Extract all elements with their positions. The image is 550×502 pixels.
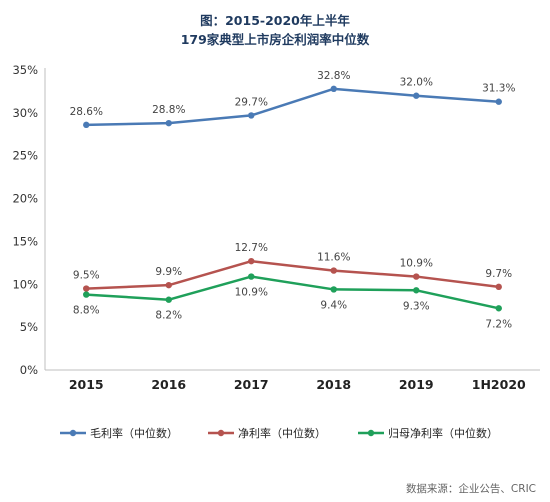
data-point — [330, 267, 337, 274]
y-tick-label: 0% — [20, 363, 38, 377]
legend: 毛利率（中位数） 净利率（中位数） 归母净利率（中位数） — [60, 426, 498, 440]
legend-label: 净利率（中位数） — [238, 426, 326, 440]
data-label: 28.8% — [152, 104, 185, 116]
y-tick-label: 20% — [12, 192, 38, 206]
data-label: 31.3% — [482, 83, 515, 95]
x-axis-ticks: 2015 2016 2017 2018 2019 1H2020 — [69, 377, 526, 392]
x-tick-label: 1H2020 — [472, 377, 526, 392]
legend-label: 归母净利率（中位数） — [388, 426, 498, 440]
data-point — [248, 257, 255, 265]
data-point — [83, 121, 90, 129]
legend-swatch-marker — [69, 429, 77, 437]
chart-title: 图：2015-2020年上半年 — [200, 13, 350, 28]
x-tick-label: 2016 — [151, 377, 186, 392]
data-label: 29.7% — [235, 96, 268, 108]
y-tick-label: 30% — [12, 106, 38, 120]
data-point — [165, 119, 172, 127]
data-label: 32.8% — [317, 70, 350, 82]
data-point — [165, 296, 172, 303]
y-tick-label: 15% — [12, 234, 38, 248]
data-label: 9.4% — [320, 299, 347, 311]
y-tick-label: 10% — [12, 277, 38, 291]
data-label: 7.2% — [485, 318, 512, 330]
data-point — [413, 273, 420, 280]
legend-label: 毛利率（中位数） — [90, 426, 178, 440]
legend-swatch-marker — [367, 429, 375, 437]
legend-swatch-marker — [217, 429, 225, 437]
data-point — [330, 85, 337, 93]
data-label: 12.7% — [235, 242, 268, 254]
data-label: 10.9% — [400, 258, 433, 270]
x-tick-label: 2019 — [399, 377, 434, 392]
data-label: 11.6% — [317, 252, 350, 264]
data-label: 8.8% — [73, 305, 100, 317]
data-point — [248, 273, 255, 280]
y-tick-label: 25% — [12, 149, 38, 163]
data-label: 9.7% — [485, 268, 512, 280]
y-tick-label: 35% — [12, 63, 38, 77]
series-layer: 28.6% 28.8% 29.7% 32.8% 32.0% 31.3% 9.5% 9.9% 12… — [70, 70, 516, 330]
data-label: 9.5% — [73, 270, 100, 282]
data-point — [495, 305, 502, 312]
data-label: 9.3% — [403, 300, 430, 312]
data-point — [83, 285, 90, 292]
data-label: 10.9% — [235, 287, 268, 299]
data-point — [83, 291, 90, 298]
x-tick-label: 2015 — [69, 377, 104, 392]
data-label: 8.2% — [155, 310, 182, 322]
data-label: 28.6% — [70, 106, 103, 118]
data-point — [413, 287, 420, 294]
series-line — [86, 87, 499, 127]
data-label: 32.0% — [400, 77, 433, 89]
data-point — [165, 281, 172, 289]
series-line — [86, 275, 500, 310]
x-tick-label: 2018 — [316, 377, 351, 392]
data-point — [495, 98, 502, 105]
data-point — [330, 286, 337, 293]
y-axis-ticks: 0% 5% 10% 15% 20% 25% 30% 35% — [12, 63, 38, 377]
data-label: 9.9% — [155, 266, 182, 278]
data-point — [495, 283, 502, 291]
y-tick-label: 5% — [20, 320, 38, 334]
source-note: 数据来源：企业公告、CRIC — [406, 482, 536, 495]
series-line — [86, 259, 499, 290]
chart-subtitle: 179家典型上市房企利润率中位数 — [181, 32, 370, 47]
x-tick-label: 2017 — [234, 377, 269, 392]
data-point — [413, 92, 420, 99]
data-point — [248, 112, 255, 119]
